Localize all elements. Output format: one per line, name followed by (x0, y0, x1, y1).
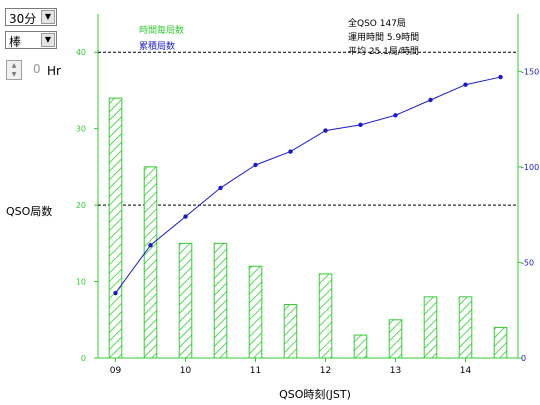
left-tick-label: 20 (76, 201, 86, 210)
hour-value: 0 (33, 62, 41, 76)
right-tick-label: 0 (521, 354, 526, 363)
x-tick-label: 10 (180, 366, 192, 376)
interval-select[interactable]: 30分 ▼ (5, 8, 57, 26)
x-tick-label: 09 (110, 366, 122, 376)
bar (213, 242, 228, 359)
chart-labels: 0 10 20 30 40 0 -50 -100 -150 09 10 11 12 13 14 QSO局数 QS… (6, 17, 539, 401)
hour-spinner[interactable]: ▲ ▼ (6, 60, 22, 80)
bar (493, 326, 508, 359)
summary-line: 運用時間 5.9時間 (348, 32, 419, 43)
right-tick-label: -150 (521, 67, 539, 76)
x-tick-label: 12 (320, 366, 331, 376)
hour-unit-label: Hr (47, 64, 61, 78)
chart-style-select-value: 棒 (9, 35, 22, 49)
y-axis-title: QSO局数 (6, 205, 52, 218)
x-tick-label: 14 (460, 366, 472, 376)
cumulative-line (115, 76, 501, 294)
line-point (288, 149, 293, 154)
x-tick-label: 11 (250, 366, 261, 376)
bar (283, 303, 298, 359)
interval-select-value: 30分 (9, 12, 37, 26)
summary-line: 平均 25.1局/時間 (348, 45, 419, 57)
x-tick-label: 13 (390, 366, 401, 376)
chevron-down-icon[interactable]: ▼ (41, 33, 55, 47)
bar (318, 273, 333, 359)
spin-up-icon[interactable]: ▲ (11, 62, 17, 69)
line-point (498, 74, 503, 80)
line-point (428, 97, 433, 103)
line-point (183, 214, 188, 219)
bar (143, 166, 158, 359)
x-axis-title: QSO時刻(JST) (279, 387, 351, 401)
bar (108, 97, 123, 359)
line-point (358, 122, 363, 128)
chart-style-select[interactable]: 棒 ▼ (5, 31, 57, 49)
left-tick-label: 40 (76, 48, 86, 57)
right-tick-label: -100 (521, 163, 539, 172)
bar (458, 296, 473, 359)
right-tick-label: -50 (521, 258, 534, 267)
legend-bar-label: 時間毎局数 (139, 24, 184, 36)
line-series (113, 74, 503, 296)
line-point (463, 82, 468, 87)
summary-line: 全QSO 147局 (348, 17, 406, 29)
line-point (323, 128, 328, 133)
line-point (218, 185, 223, 191)
spin-down-icon[interactable]: ▼ (11, 71, 17, 78)
line-point (253, 162, 258, 168)
left-tick-label: 10 (76, 278, 86, 287)
left-tick-label: 0 (81, 354, 86, 363)
bar (248, 265, 263, 359)
line-point (148, 243, 153, 248)
bar (388, 319, 403, 359)
line-point (393, 113, 398, 118)
left-tick-label: 30 (76, 125, 86, 134)
bar (423, 296, 438, 359)
bar (178, 242, 193, 359)
bar (353, 334, 368, 359)
chevron-down-icon[interactable]: ▼ (41, 10, 55, 24)
legend-line-label: 累積局数 (139, 40, 175, 52)
line-point (113, 290, 118, 296)
bar-series (108, 97, 508, 359)
chart-axes (94, 14, 522, 362)
